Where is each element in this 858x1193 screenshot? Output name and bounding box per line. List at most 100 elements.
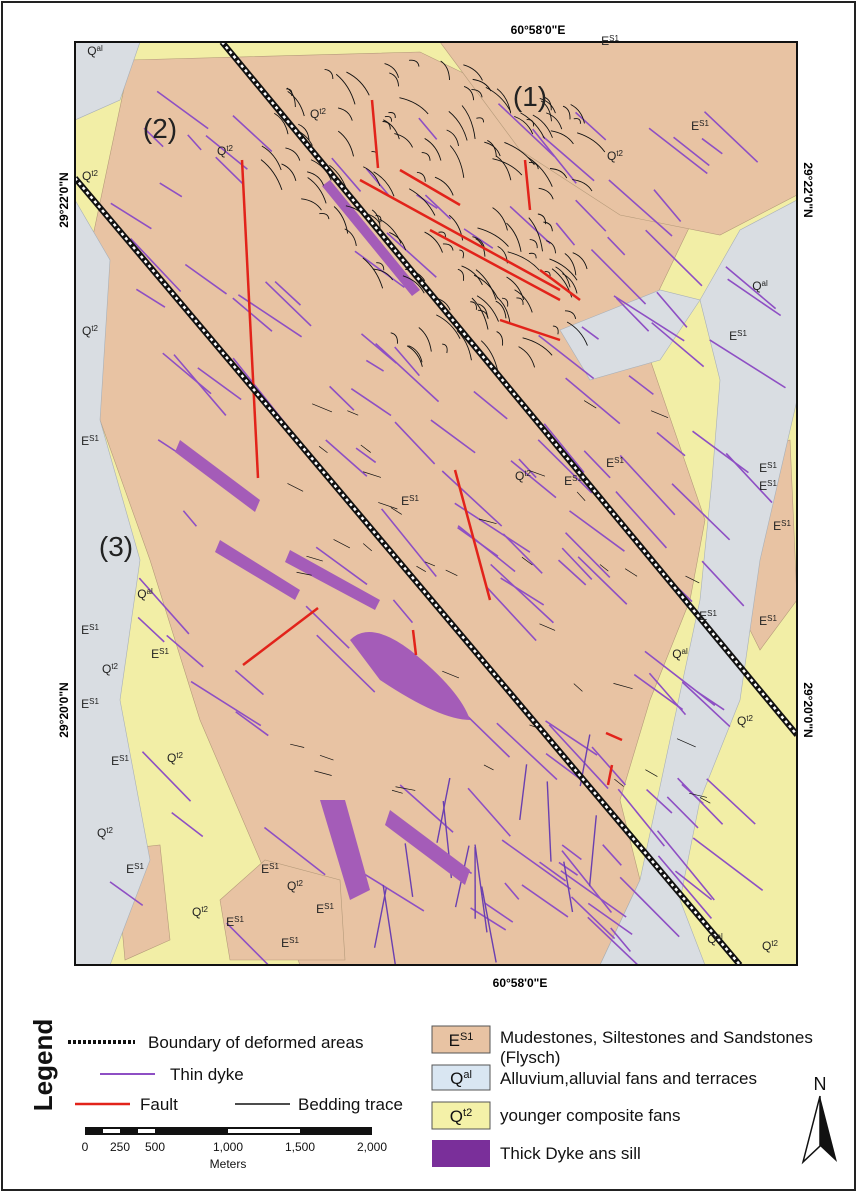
unit-sup: S1 [269, 862, 279, 871]
code-sup: al [463, 1069, 472, 1081]
unit-sup: al [717, 932, 723, 941]
unit-sup: S1 [609, 34, 619, 43]
unit-sup: t2 [176, 751, 183, 760]
unit-sup: t2 [226, 144, 233, 153]
legend-title: Legend [28, 1019, 58, 1111]
unit-base: Q [87, 44, 96, 58]
unit-base: Q [217, 144, 226, 158]
unit-base: Q [137, 587, 146, 601]
scale-bar-segment [228, 1129, 300, 1133]
map-figure: 60°58'0"E 60°58'0"E 29°22'0"N 29°20'0"N … [0, 0, 858, 1193]
scale-bar [85, 1127, 372, 1135]
scale-tick-label: 500 [145, 1140, 165, 1154]
code-sup: t2 [463, 1107, 472, 1119]
map-area [75, 42, 797, 966]
unit-base: E [564, 474, 572, 488]
unit-sup: S1 [614, 456, 624, 465]
unit-sup: al [147, 587, 153, 596]
unit-sup: S1 [234, 915, 244, 924]
legend-description: younger composite fans [500, 1106, 681, 1125]
unit-sup: t2 [319, 107, 326, 116]
unit-sup: S1 [707, 609, 717, 618]
unit-base: Q [607, 149, 616, 163]
unit-base: Q [192, 905, 201, 919]
unit-sup: S1 [134, 862, 144, 871]
legend-description: Thick Dyke ans sill [500, 1144, 641, 1163]
unit-base: Q [102, 662, 111, 676]
unit-base: E [773, 519, 781, 533]
coordinate-label: 60°58'0"E [493, 976, 548, 990]
scale-tick-label: 2,000 [357, 1140, 387, 1154]
north-arrow: N [803, 1074, 837, 1162]
coordinate-label: 60°58'0"E [511, 23, 566, 37]
unit-sup: S1 [767, 479, 777, 488]
unit-sup: S1 [767, 614, 777, 623]
unit-base: Q [97, 826, 106, 840]
unit-base: Q [287, 879, 296, 893]
unit-base: E [126, 862, 134, 876]
code-base: Q [450, 1107, 463, 1126]
unit-sup: t2 [201, 905, 208, 914]
unit-sup: S1 [737, 329, 747, 338]
unit-base: E [281, 936, 289, 950]
unit-base: Q [752, 279, 761, 293]
unit-base: Q [762, 939, 771, 953]
legend-label: Bedding trace [298, 1095, 403, 1114]
unit-sup: t2 [746, 714, 753, 723]
unit-base: E [699, 609, 707, 623]
unit-sup: S1 [699, 119, 709, 128]
unit-base: E [759, 614, 767, 628]
unit-base: Q [707, 932, 716, 946]
unit-base: E [81, 623, 89, 637]
scale-bar-segment [103, 1129, 120, 1133]
unit-base: E [601, 34, 609, 48]
legend-label: Fault [140, 1095, 178, 1114]
unit-base: Q [82, 324, 91, 338]
unit-sup: S1 [767, 461, 777, 470]
unit-sup: S1 [89, 623, 99, 632]
unit-base: E [81, 697, 89, 711]
unit-sup: al [97, 44, 103, 53]
area-label: (2) [143, 113, 177, 144]
unit-sup: t2 [106, 826, 113, 835]
north-arrow-half [803, 1096, 820, 1162]
unit-base: E [226, 915, 234, 929]
legend-label: Thin dyke [170, 1065, 244, 1084]
code-sup: S1 [460, 1031, 473, 1043]
coordinate-label: 29°20'0"N [801, 682, 815, 737]
north-arrow-half [820, 1096, 837, 1162]
unit-base: E [111, 754, 119, 768]
unit-sup: t2 [771, 939, 778, 948]
unit-base: E [261, 862, 269, 876]
unit-base: E [151, 647, 159, 661]
unit-sup: t2 [91, 324, 98, 333]
unit-sup: S1 [89, 697, 99, 706]
unit-base: E [401, 494, 409, 508]
unit-sup: al [762, 279, 768, 288]
unit-base: Q [310, 107, 319, 121]
unit-base: E [606, 456, 614, 470]
unit-sup: t2 [91, 169, 98, 178]
unit-base: E [759, 479, 767, 493]
area-label: (3) [99, 531, 133, 562]
unit-base: Q [672, 647, 681, 661]
code-base: Q [450, 1069, 463, 1088]
scale-tick-label: 250 [110, 1140, 130, 1154]
unit-sup: S1 [89, 434, 99, 443]
unit-sup: S1 [572, 474, 582, 483]
coordinate-label: 29°22'0"N [801, 162, 815, 217]
unit-base: Q [515, 469, 524, 483]
unit-sup: S1 [159, 647, 169, 656]
unit-sup: S1 [781, 519, 791, 528]
unit-base: Q [737, 714, 746, 728]
scale-bar-segment [138, 1129, 155, 1133]
unit-base: E [729, 329, 737, 343]
unit-sup: S1 [289, 936, 299, 945]
unit-base: E [759, 461, 767, 475]
unit-sup: S1 [324, 902, 334, 911]
coordinate-label: 29°22'0"N [57, 172, 71, 227]
scale-tick-label: 1,000 [213, 1140, 243, 1154]
legend-label: Boundary of deformed areas [148, 1033, 363, 1052]
unit-sup: t2 [111, 662, 118, 671]
legend-swatch [432, 1140, 490, 1167]
